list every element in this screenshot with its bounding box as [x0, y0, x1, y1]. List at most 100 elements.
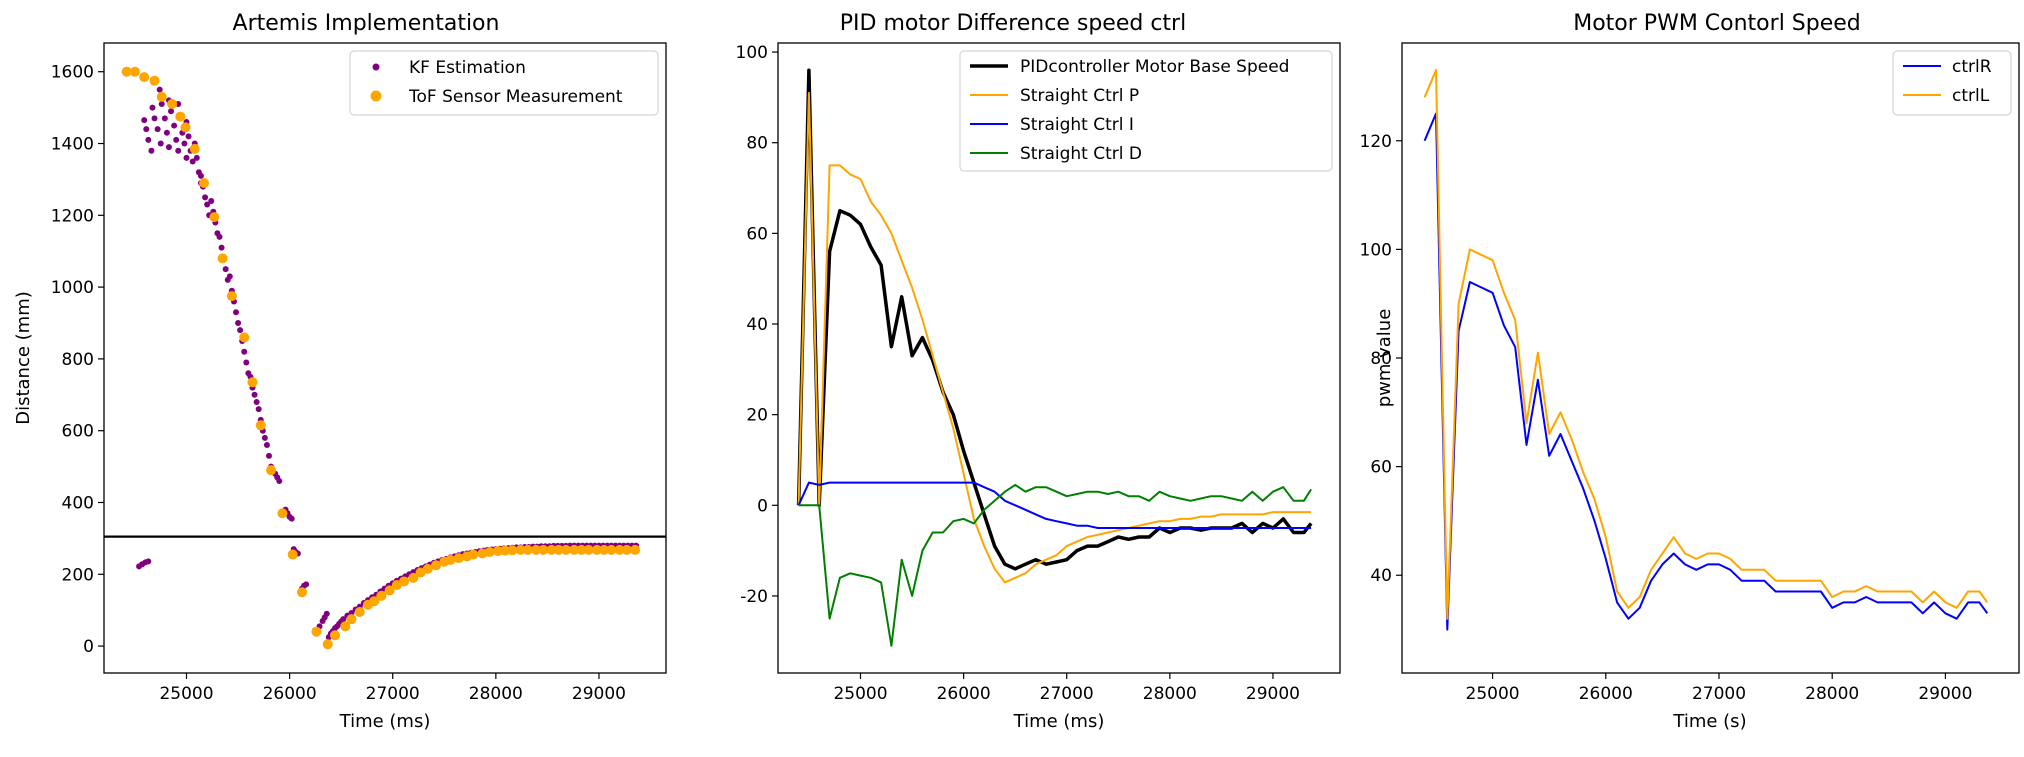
- kf-point: [181, 140, 188, 147]
- kf-point: [202, 194, 209, 201]
- plot-frame: [103, 42, 667, 674]
- legend-label: PIDcontroller Motor Base Speed: [1020, 57, 1289, 77]
- tof-point: [376, 590, 387, 601]
- x-tick-label: 29000: [1246, 684, 1300, 704]
- x-axis-label: Time (s): [1672, 711, 1746, 732]
- tof-point: [296, 587, 307, 598]
- tof-point: [422, 563, 433, 574]
- tof-point: [614, 544, 625, 555]
- x-tick-label: 28000: [1143, 684, 1197, 704]
- tof-point: [531, 544, 542, 555]
- legend-label: KF Estimation: [409, 58, 526, 78]
- x-tick-label: 27000: [1040, 684, 1094, 704]
- kf-point: [261, 434, 268, 441]
- kf-point: [173, 136, 180, 143]
- kf-point: [193, 154, 200, 161]
- y-tick-label: 600: [62, 422, 94, 442]
- x-tick-label: 25000: [833, 684, 887, 704]
- tof-point: [217, 253, 228, 264]
- legend-marker-tof: [370, 90, 382, 102]
- kf-point: [171, 122, 178, 129]
- y-tick-label: 40: [1370, 566, 1392, 586]
- y-tick-label: 60: [1370, 458, 1392, 478]
- tof-point: [560, 544, 571, 555]
- tof-point: [266, 465, 277, 476]
- x-tick-label: 27000: [366, 684, 420, 704]
- kf-point: [154, 126, 161, 133]
- tof-point: [500, 545, 511, 556]
- tof-point: [346, 614, 357, 625]
- legend-label: ToF Sensor Measurement: [408, 87, 623, 107]
- tof-point: [492, 545, 503, 556]
- legend-label: Straight Ctrl D: [1020, 144, 1142, 164]
- tof-point: [399, 576, 410, 587]
- kf-point: [340, 616, 347, 623]
- y-tick-label: 1600: [51, 63, 94, 83]
- chart-panel-kf: Artemis Implementation 25000 26000 27000 28…: [13, 11, 667, 732]
- y-tick-label: 1000: [51, 278, 94, 298]
- x-tick-label: 26000: [1579, 684, 1633, 704]
- legend-marker-kf: [372, 63, 380, 71]
- x-tick-label: 26000: [263, 684, 317, 704]
- chart-title: PID motor Difference speed ctrl: [840, 11, 1186, 36]
- y-tick-label: 400: [62, 493, 94, 513]
- series-line-0: [1423, 112, 1989, 631]
- x-tick-label: 27000: [1692, 684, 1746, 704]
- tof-point: [239, 332, 250, 343]
- kf-point: [263, 442, 270, 449]
- kf-point: [189, 158, 196, 165]
- legend: ctrlR ctrlL: [1892, 50, 2012, 116]
- y-tick-label: 60: [746, 224, 768, 244]
- kf-point: [251, 391, 258, 398]
- y-tick-label: 1400: [51, 135, 94, 155]
- plot-frame: [777, 42, 1341, 674]
- tof-point: [576, 544, 587, 555]
- kf-point: [204, 201, 211, 208]
- series-line-1: [1423, 69, 1989, 620]
- y-tick-label: 20: [746, 406, 768, 426]
- tof-point: [277, 508, 288, 519]
- tof-point: [287, 549, 298, 560]
- tof-point: [630, 544, 641, 555]
- y-tick-label: 100: [736, 43, 768, 63]
- x-tick-label: 29000: [572, 684, 626, 704]
- kf-point: [158, 101, 165, 108]
- y-tick-label: 120: [1360, 132, 1392, 152]
- kf-point: [156, 86, 163, 93]
- series-line-2: [797, 481, 1312, 529]
- tof-point: [156, 91, 167, 102]
- tof-point: [167, 99, 178, 110]
- x-tick-label: 28000: [1805, 684, 1859, 704]
- tof-point: [538, 544, 549, 555]
- kf-point: [165, 144, 172, 151]
- kf-point: [235, 320, 242, 326]
- tof-point: [199, 178, 210, 188]
- tof-point: [445, 554, 456, 565]
- y-tick-label: -20: [740, 587, 768, 607]
- legend-label: Straight Ctrl P: [1020, 86, 1139, 106]
- kf-point: [163, 129, 170, 136]
- x-tick-label: 28000: [469, 684, 523, 704]
- kf-point: [243, 359, 250, 366]
- kf-point: [265, 452, 272, 459]
- y-axis-label: pwm value: [1374, 309, 1395, 408]
- kf-point: [232, 309, 239, 316]
- kf-point: [175, 147, 182, 154]
- kf-point: [216, 233, 223, 240]
- chart-title: Artemis Implementation: [233, 11, 500, 36]
- kf-point: [222, 266, 229, 273]
- chart-panel-pid: PID motor Difference speed ctrl 25000 260…: [736, 11, 1341, 732]
- legend-label: ctrlR: [1952, 57, 1992, 77]
- tof-point: [209, 212, 220, 223]
- tof-point: [583, 544, 594, 555]
- kf-point: [161, 115, 168, 122]
- kf-point: [218, 244, 225, 251]
- tof-point: [599, 544, 610, 555]
- tof-point: [468, 549, 479, 560]
- tof-point: [384, 585, 395, 596]
- tof-point: [569, 544, 580, 555]
- tof-point: [553, 544, 564, 555]
- tof-point: [340, 621, 351, 632]
- tof-point: [129, 66, 140, 77]
